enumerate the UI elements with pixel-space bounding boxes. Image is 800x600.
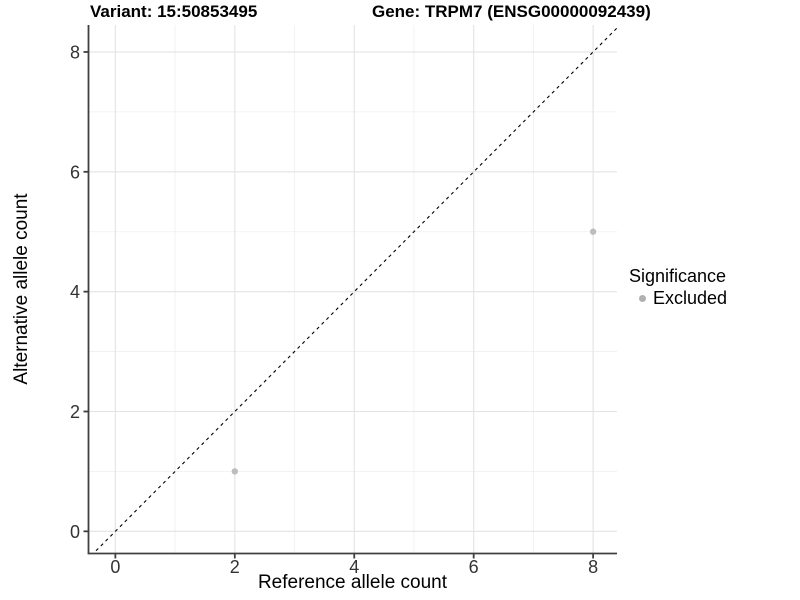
x-tick-label: 6 bbox=[469, 557, 479, 577]
plot-title-gene: Gene: TRPM7 (ENSG00000092439) bbox=[372, 2, 651, 21]
data-point bbox=[589, 228, 597, 235]
x-tick-label: 0 bbox=[110, 557, 120, 577]
legend-entry-label: Excluded bbox=[653, 288, 728, 308]
plot-title-variant: Variant: 15:50853495 bbox=[90, 2, 258, 21]
y-axis-label: Alternative allele count bbox=[11, 193, 32, 385]
x-tick-label: 4 bbox=[349, 557, 359, 577]
y-tick-label: 8 bbox=[70, 42, 80, 62]
legend-point-icon bbox=[639, 295, 646, 302]
x-axis-label: Reference allele count bbox=[257, 572, 448, 593]
x-tick-label: 8 bbox=[588, 557, 598, 577]
x-tick-label: 2 bbox=[230, 557, 240, 577]
identity-reference-line bbox=[92, 27, 617, 554]
y-tick-label: 2 bbox=[70, 402, 80, 422]
y-tick-label: 4 bbox=[70, 282, 80, 302]
y-tick-label: 0 bbox=[70, 522, 80, 542]
data-point bbox=[231, 468, 239, 475]
y-tick-label: 6 bbox=[70, 162, 80, 182]
legend: Significance Excluded bbox=[629, 266, 727, 309]
legend-entry-excluded: Excluded bbox=[629, 288, 727, 309]
legend-title: Significance bbox=[629, 266, 727, 286]
